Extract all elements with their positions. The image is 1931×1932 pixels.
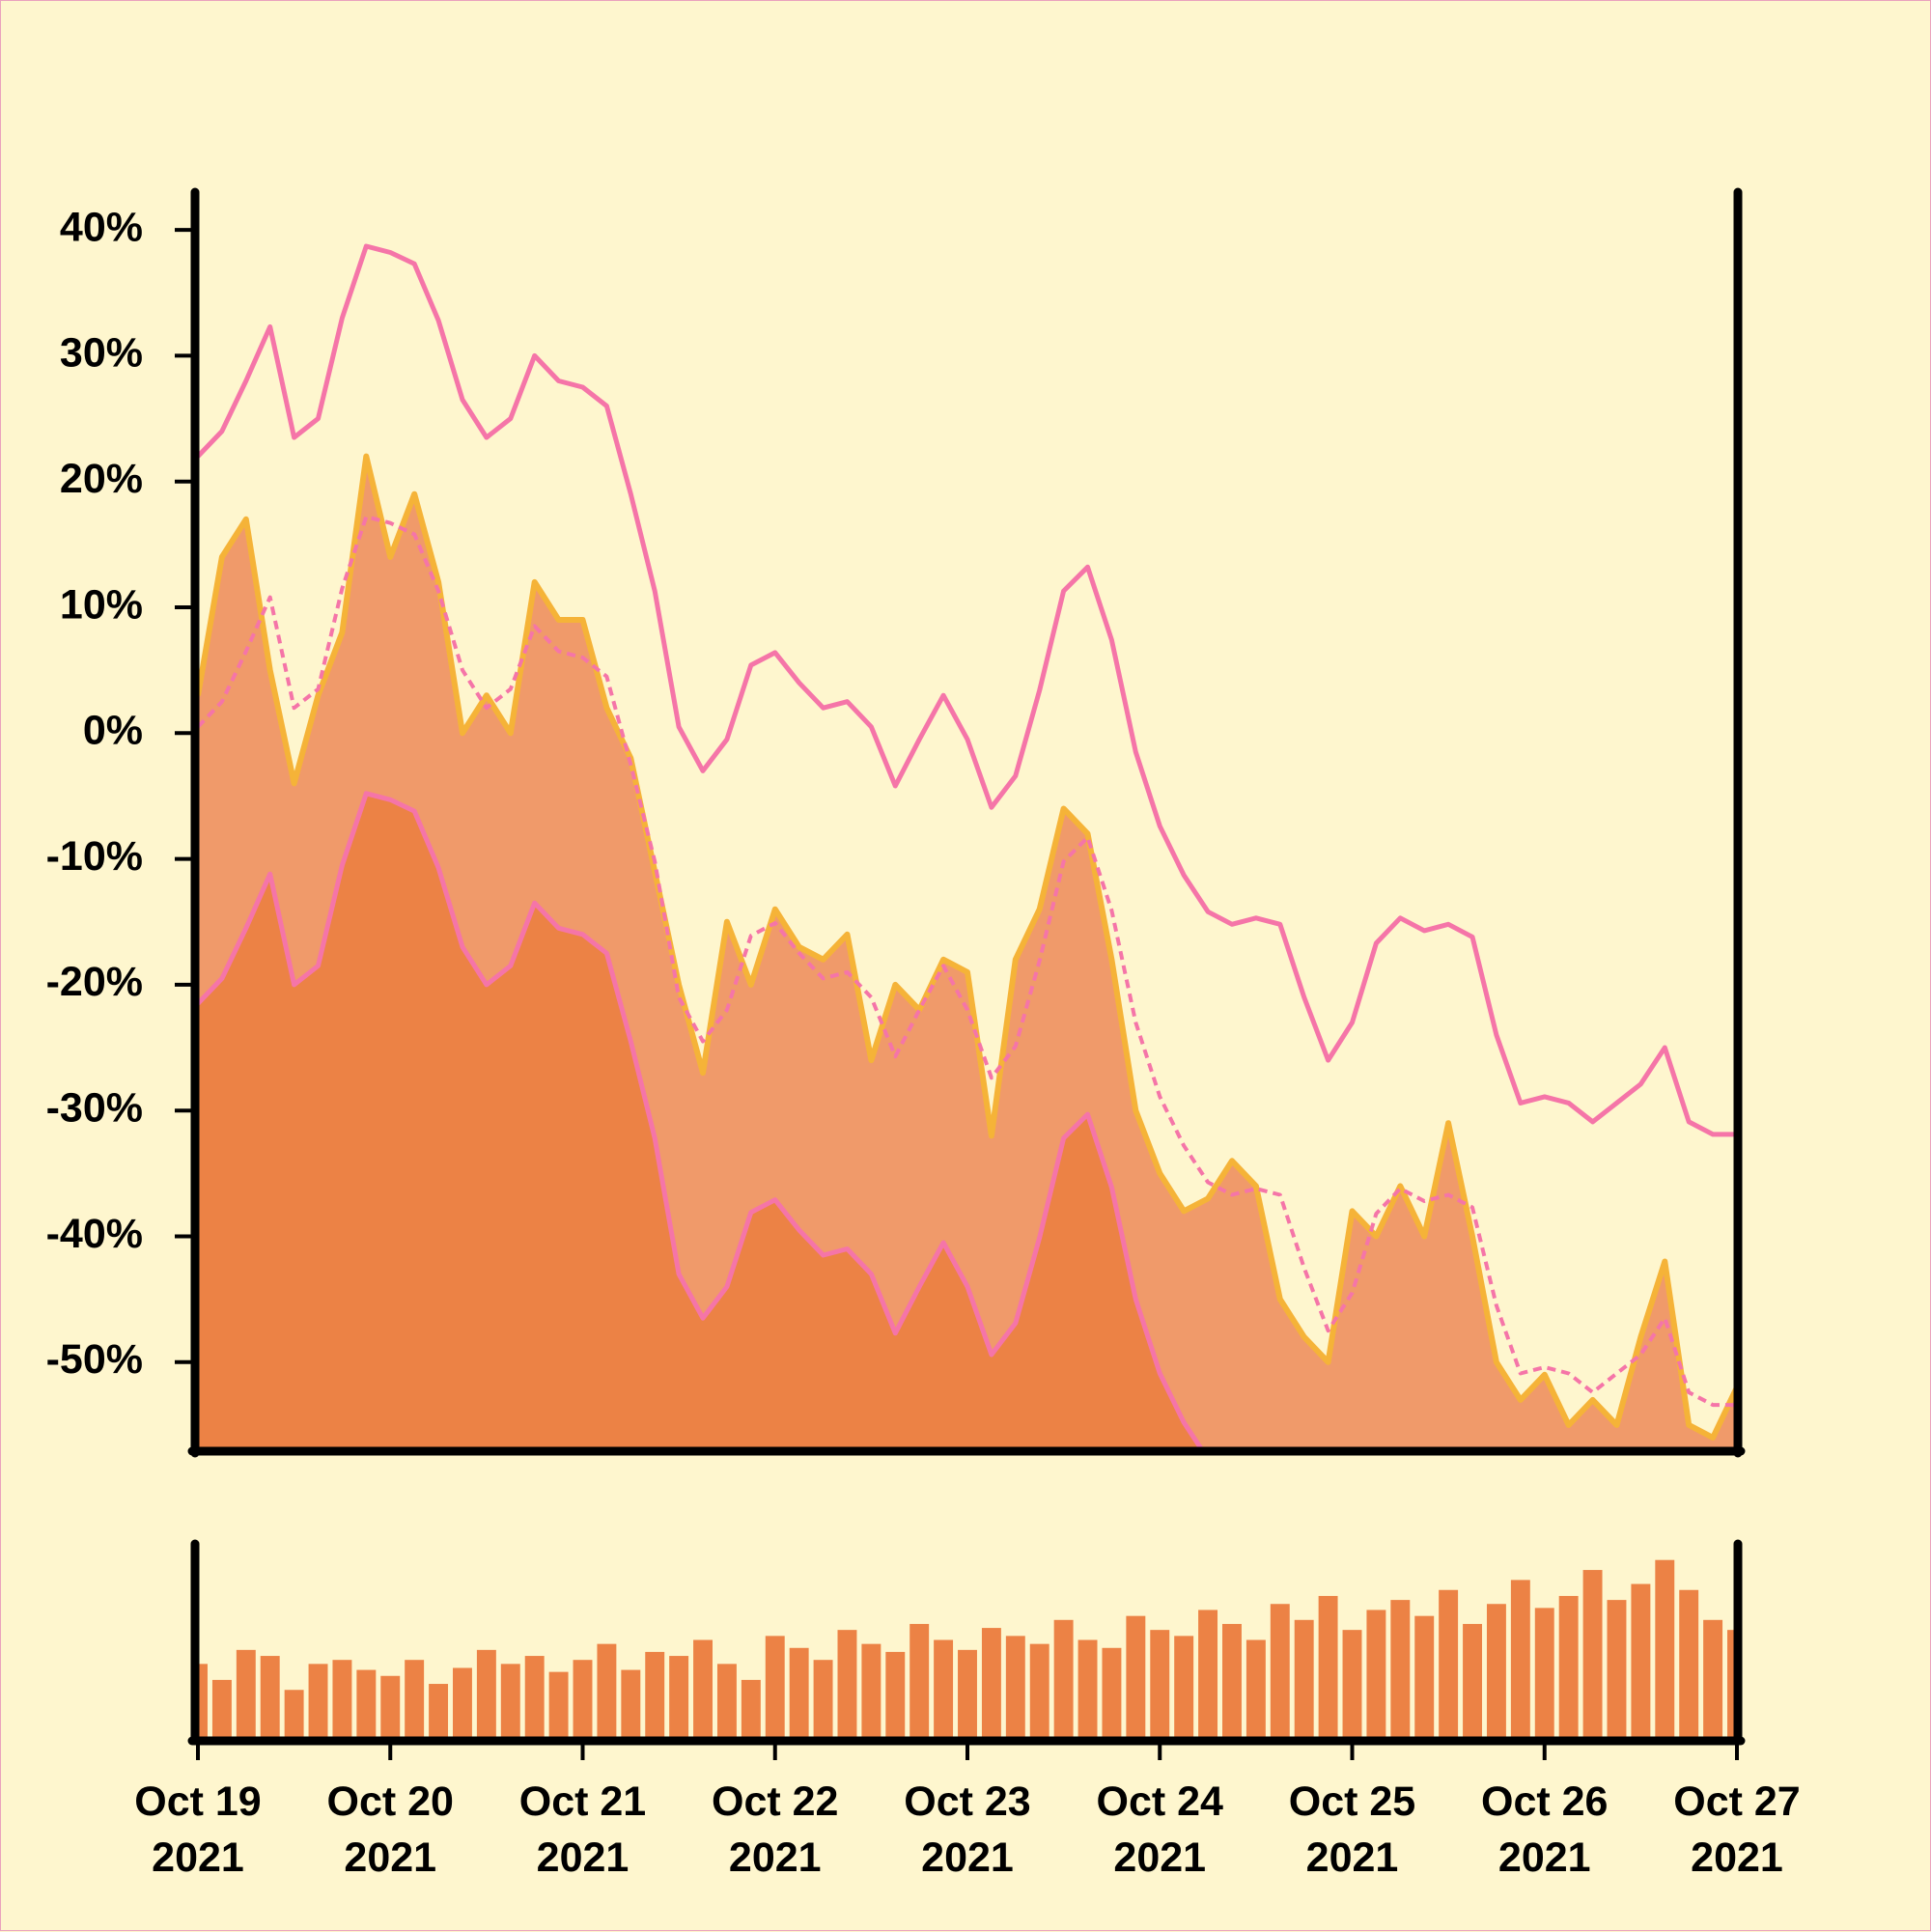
volume-bar — [669, 1656, 689, 1740]
volume-bar — [1439, 1589, 1459, 1740]
y-tick-label: 30% — [60, 330, 143, 377]
volume-bar — [1318, 1595, 1338, 1740]
area — [198, 793, 1203, 1450]
area-edge — [198, 453, 1737, 1441]
volume-bar — [284, 1690, 304, 1740]
x-tick-label: Oct 25 2021 — [1288, 1778, 1416, 1881]
x-tick-label: Oct 24 2021 — [1096, 1778, 1223, 1881]
y-tick-label: -50% — [46, 1336, 143, 1383]
volume-bar — [958, 1649, 977, 1740]
volume-bar — [885, 1651, 906, 1740]
x-tick-label: Oct 23 2021 — [904, 1778, 1031, 1881]
volume-bar — [1077, 1639, 1098, 1740]
x-tick-label: Oct 27 2021 — [1673, 1778, 1801, 1881]
volume-bar — [1053, 1619, 1074, 1740]
volume-bar — [1245, 1639, 1266, 1740]
volume-bar — [573, 1660, 593, 1740]
volume-bar — [861, 1643, 882, 1740]
volume-bar — [1390, 1600, 1411, 1740]
volume-bar — [380, 1675, 401, 1740]
y-tick-label: -10% — [46, 833, 143, 880]
volume-bar — [741, 1679, 761, 1740]
x-tick-label: Oct 19 2021 — [134, 1778, 262, 1881]
volume-bar — [621, 1669, 641, 1740]
volume-bar — [260, 1656, 280, 1740]
volume-bar — [645, 1651, 665, 1740]
x-tick-label: Oct 20 2021 — [326, 1778, 454, 1881]
volume-bar — [332, 1660, 352, 1740]
y-tick-label: 20% — [60, 456, 143, 502]
volume-bar — [1510, 1580, 1530, 1740]
volume-bar — [1174, 1636, 1194, 1740]
volume-bar — [236, 1649, 256, 1740]
x-tick-label: Oct 22 2021 — [712, 1778, 839, 1881]
volume-bar — [1655, 1559, 1675, 1740]
y-tick-label: -40% — [46, 1211, 143, 1257]
y-tick-label: -30% — [46, 1085, 143, 1132]
dashed-line — [198, 515, 1737, 1408]
volume-bar — [453, 1667, 472, 1740]
volume-area — [198, 1559, 1737, 1740]
volume-bar — [597, 1643, 617, 1740]
volume-bar — [934, 1639, 954, 1740]
line — [198, 243, 1737, 1137]
volume-bar — [1222, 1623, 1242, 1740]
volume-bar — [1414, 1615, 1435, 1740]
y-tick-label: -20% — [46, 959, 143, 1005]
volume-bar — [500, 1664, 520, 1740]
volume-bar — [1679, 1589, 1699, 1740]
volume-bar — [429, 1684, 449, 1740]
volume-bar — [693, 1639, 713, 1740]
x-tick-label: Oct 21 2021 — [518, 1778, 647, 1881]
volume-bar — [837, 1630, 857, 1740]
volume-bar — [1727, 1630, 1737, 1740]
volume-bar — [789, 1647, 809, 1740]
volume-bar — [1486, 1604, 1506, 1740]
volume-bar — [1294, 1619, 1314, 1740]
volume-bar — [198, 1664, 208, 1740]
volume-bar — [308, 1664, 328, 1740]
y-tick-label: 40% — [60, 204, 143, 250]
x-tick-label: Oct 26 2021 — [1481, 1778, 1609, 1881]
volume-bar — [1102, 1647, 1122, 1740]
volume-bar — [405, 1660, 425, 1740]
volume-bar — [1534, 1608, 1554, 1740]
volume-bar — [1607, 1600, 1627, 1740]
volume-bar — [1005, 1636, 1025, 1740]
volume-bar — [1463, 1623, 1482, 1740]
y-tick-label: 0% — [83, 708, 143, 754]
volume-bar — [356, 1669, 377, 1740]
volume-bar — [765, 1636, 785, 1740]
volume-bar — [1198, 1610, 1218, 1740]
volume-bar — [1703, 1619, 1723, 1740]
volume-bar — [1342, 1630, 1362, 1740]
volume-bar — [524, 1656, 545, 1740]
volume-bar — [716, 1664, 737, 1740]
volume-bar — [1631, 1583, 1651, 1740]
area-edge — [198, 791, 1206, 1450]
volume-bar — [981, 1628, 1001, 1740]
volume-bar — [1366, 1610, 1386, 1740]
volume-bar — [548, 1671, 569, 1740]
volume-bar — [1270, 1604, 1290, 1740]
y-tick-label: 10% — [60, 581, 143, 628]
volume-bar — [1558, 1595, 1579, 1740]
axes — [175, 187, 1746, 1760]
volume-bar — [813, 1660, 833, 1740]
volume-bar — [910, 1623, 930, 1740]
volume-bar — [476, 1649, 496, 1740]
volume-bar — [1150, 1630, 1170, 1740]
volume-bar — [211, 1679, 232, 1740]
plot-area — [198, 243, 1737, 1450]
volume-bar — [1582, 1570, 1603, 1740]
volume-bar — [1029, 1643, 1049, 1740]
volume-bar — [1126, 1615, 1146, 1740]
